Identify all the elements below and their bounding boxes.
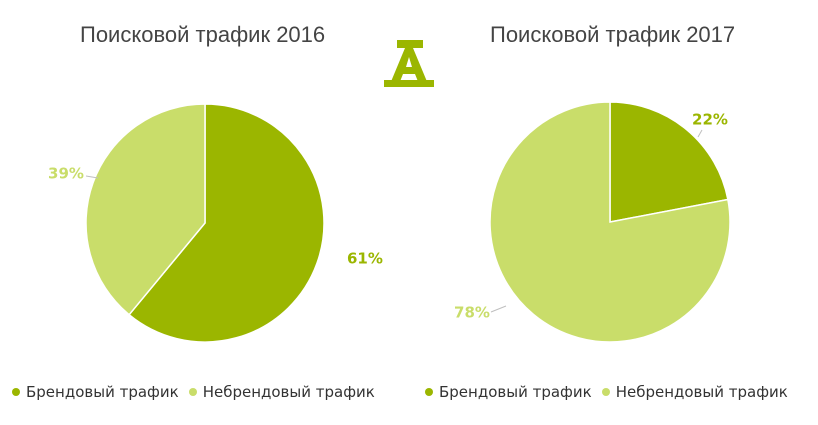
- leader-line-branded: [697, 129, 703, 138]
- legend-label-branded: Брендовый трафик: [26, 383, 179, 401]
- data-label-nonbranded: 39%: [48, 165, 84, 183]
- legend-item-nonbranded: Небрендовый трафик: [188, 383, 375, 401]
- alfa-a-logo-icon: [384, 40, 434, 87]
- legend-dot-branded: [425, 388, 433, 396]
- data-label-nonbranded: 78%: [454, 304, 490, 322]
- legend-2017: Брендовый трафик Небрендовый трафик: [425, 383, 798, 401]
- legend-item-nonbranded: Небрендовый трафик: [601, 383, 788, 401]
- pie-slice-nonbranded: [85, 103, 206, 316]
- legend-2016: Брендовый трафик Небрендовый трафик: [12, 383, 385, 401]
- legend-label-branded: Брендовый трафик: [439, 383, 592, 401]
- legend-label-nonbranded: Небрендовый трафик: [202, 383, 375, 401]
- data-label-branded: 22%: [692, 111, 728, 129]
- legend-dot-nonbranded: [601, 388, 610, 396]
- leader-line-nonbranded: [490, 305, 507, 313]
- leader-line-nonbranded: [85, 175, 99, 179]
- legend-item-branded: Брендовый трафик: [12, 383, 179, 401]
- pie-slice-nonbranded: [489, 101, 731, 343]
- chart-title-2016: Поисковой трафик 2016: [80, 22, 326, 47]
- pie-slice-branded: [128, 103, 325, 343]
- pie-chart-2017: 22% 78%: [454, 101, 731, 343]
- legend-item-branded: Брендовый трафик: [425, 383, 592, 401]
- pie-slice-branded: [609, 101, 729, 223]
- legend-dot-nonbranded: [188, 388, 197, 396]
- legend-label-nonbranded: Небрендовый трафик: [615, 383, 788, 401]
- data-label-branded: 61%: [347, 250, 383, 268]
- pie-chart-2016: 61% 39%: [48, 103, 383, 343]
- legend-dot-branded: [12, 388, 20, 396]
- chart-title-2017: Поисковой трафик 2017: [490, 22, 736, 47]
